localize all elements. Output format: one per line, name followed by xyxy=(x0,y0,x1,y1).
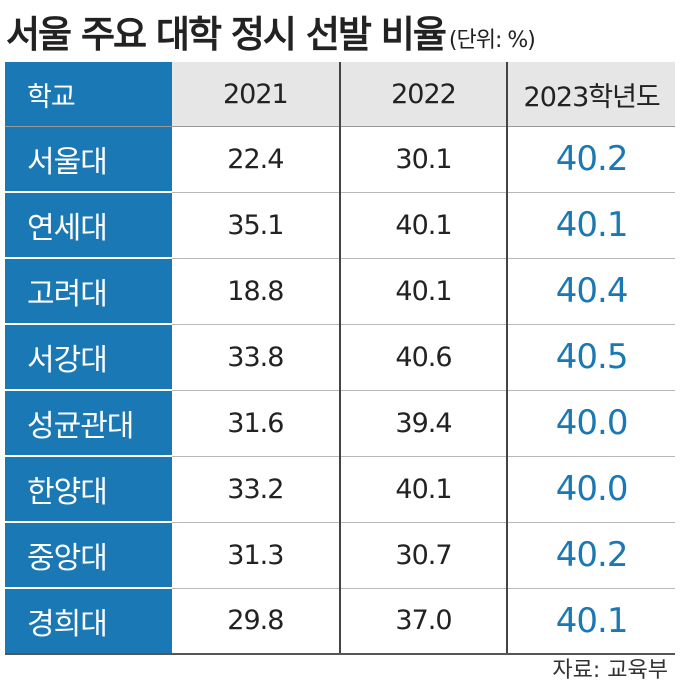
row: 성균관대 31.6 39.4 40.0 xyxy=(5,390,675,457)
cell: 39.4 xyxy=(339,390,509,457)
school-name: 서울대 xyxy=(5,126,172,193)
row: 한양대 33.2 40.1 40.0 xyxy=(5,456,675,523)
row: 중앙대 31.3 30.7 40.2 xyxy=(5,522,675,589)
row: 서울대 22.4 30.1 40.2 xyxy=(5,126,675,193)
unit: (단위: %) xyxy=(448,28,536,53)
column-header: 2023학년도 xyxy=(507,62,675,127)
cell: 40.1 xyxy=(339,192,509,259)
cell: 22.4 xyxy=(172,126,341,193)
cell: 37.0 xyxy=(339,588,509,655)
source: 자료: 교육부 xyxy=(552,658,668,683)
cell: 18.8 xyxy=(172,258,341,325)
column-header: 2022 xyxy=(339,62,509,127)
cell: 40.2 xyxy=(507,126,675,193)
cell: 40.6 xyxy=(339,324,509,391)
cell: 35.1 xyxy=(172,192,341,259)
cell: 40.5 xyxy=(507,324,675,391)
header: 서울 주요 대학 정시 선발 비율 (단위: %) xyxy=(6,4,536,58)
cell: 31.3 xyxy=(172,522,341,589)
school-name: 성균관대 xyxy=(5,390,172,457)
school-name: 서강대 xyxy=(5,324,172,391)
school-name: 한양대 xyxy=(5,456,172,523)
cell: 40.0 xyxy=(507,390,675,457)
cell: 31.6 xyxy=(172,390,341,457)
row: 경희대 29.8 37.0 40.1 xyxy=(5,588,675,655)
school-name: 연세대 xyxy=(5,192,172,259)
row: 서강대 33.8 40.6 40.5 xyxy=(5,324,675,391)
cell: 40.1 xyxy=(507,588,675,655)
cell: 33.2 xyxy=(172,456,341,523)
cell: 40.4 xyxy=(507,258,675,325)
cell: 40.0 xyxy=(507,456,675,523)
cell: 29.8 xyxy=(172,588,341,655)
school-name: 고려대 xyxy=(5,258,172,325)
row: 고려대 18.8 40.1 40.4 xyxy=(5,258,675,325)
cell: 40.1 xyxy=(339,456,509,523)
cell: 30.7 xyxy=(339,522,509,589)
header-row: 학교 2021 2022 2023학년도 xyxy=(5,62,675,127)
row: 연세대 35.1 40.1 40.1 xyxy=(5,192,675,259)
cell: 40.1 xyxy=(507,192,675,259)
cell: 30.1 xyxy=(339,126,509,193)
cell: 40.1 xyxy=(339,258,509,325)
school-name: 중앙대 xyxy=(5,522,172,589)
column-header: 2021 xyxy=(172,62,341,127)
table: 학교 2021 2022 2023학년도 서울대 22.4 30.1 40.2 연세대 35.1 4… xyxy=(5,62,675,655)
title: 서울 주요 대학 정시 선발 비율 xyxy=(6,13,447,56)
school-name: 경희대 xyxy=(5,588,172,655)
cell: 33.8 xyxy=(172,324,341,391)
cell: 40.2 xyxy=(507,522,675,589)
column-header: 학교 xyxy=(5,62,172,127)
